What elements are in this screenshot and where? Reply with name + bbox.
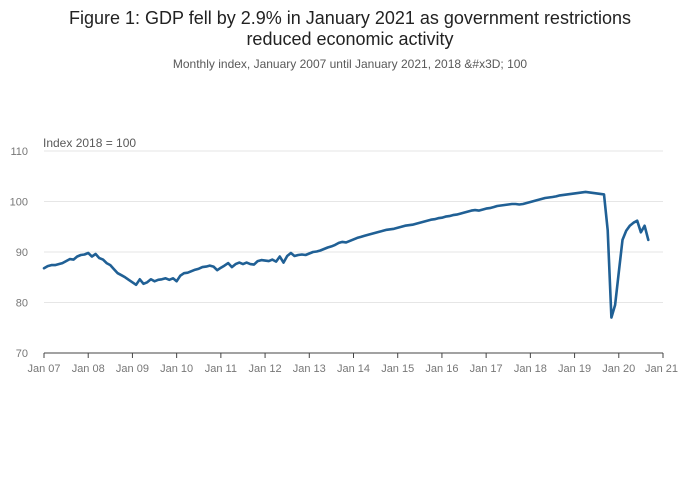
x-tick-label: Jan 16 <box>425 363 458 375</box>
data-point[interactable] <box>601 191 607 197</box>
x-tick-label: Jan 12 <box>249 363 282 375</box>
y-tick-label: 110 <box>10 146 28 158</box>
x-tick-label: Jan 17 <box>470 363 503 375</box>
chart-title-line-2: reduced economic activity <box>246 29 454 49</box>
gridlines <box>44 150 663 354</box>
y-tick-label: 100 <box>10 197 28 209</box>
data-point[interactable] <box>281 260 287 266</box>
data-point[interactable] <box>645 237 651 243</box>
y-tick-label: 70 <box>16 348 28 360</box>
x-tick-label: Jan 21 <box>645 363 678 375</box>
data-point[interactable] <box>642 223 648 229</box>
x-axis: Jan 07 Jan 08 Jan 09 Jan 10 Jan 11 Jan 12 Jan … <box>27 353 678 375</box>
chart-subtitle: Monthly index, January 2007 until Januar… <box>172 57 528 71</box>
data-point[interactable] <box>616 269 622 275</box>
x-tick-label: Jan 15 <box>381 363 414 375</box>
data-point[interactable] <box>612 302 618 308</box>
data-point[interactable] <box>277 254 283 260</box>
x-tick-label: Jan 19 <box>558 363 591 375</box>
y-axis: 70 80 90 100 110 <box>10 146 28 360</box>
x-tick-label: Jan 08 <box>72 363 105 375</box>
series-group <box>42 190 651 321</box>
data-point[interactable] <box>605 227 611 233</box>
x-tick-label: Jan 11 <box>205 363 237 375</box>
x-tick-label: Jan 09 <box>116 363 149 375</box>
data-point[interactable] <box>620 237 626 243</box>
series-line <box>42 190 650 319</box>
y-tick-label: 80 <box>16 298 28 310</box>
x-tick-label: Jan 14 <box>337 363 370 375</box>
data-point[interactable] <box>608 315 614 321</box>
y-tick-label: 90 <box>16 247 28 259</box>
x-tick-label: Jan 20 <box>602 363 635 375</box>
x-tick-label: Jan 07 <box>27 363 60 375</box>
data-point[interactable] <box>133 282 139 288</box>
y-axis-title: Index 2018 = 100 <box>43 136 136 150</box>
chart-title-line-1: Figure 1: GDP fell by 2.9% in January 20… <box>69 8 631 28</box>
x-tick-label: Jan 18 <box>514 363 547 375</box>
data-point[interactable] <box>174 278 180 284</box>
x-tick-label: Jan 10 <box>160 363 193 375</box>
x-tick-label: Jan 13 <box>293 363 326 375</box>
data-point[interactable] <box>638 229 644 235</box>
data-point[interactable] <box>273 259 279 265</box>
data-point[interactable] <box>634 218 640 224</box>
chart-title: Figure 1: GDP fell by 2.9% in January 20… <box>0 8 700 50</box>
data-point[interactable] <box>623 228 629 234</box>
